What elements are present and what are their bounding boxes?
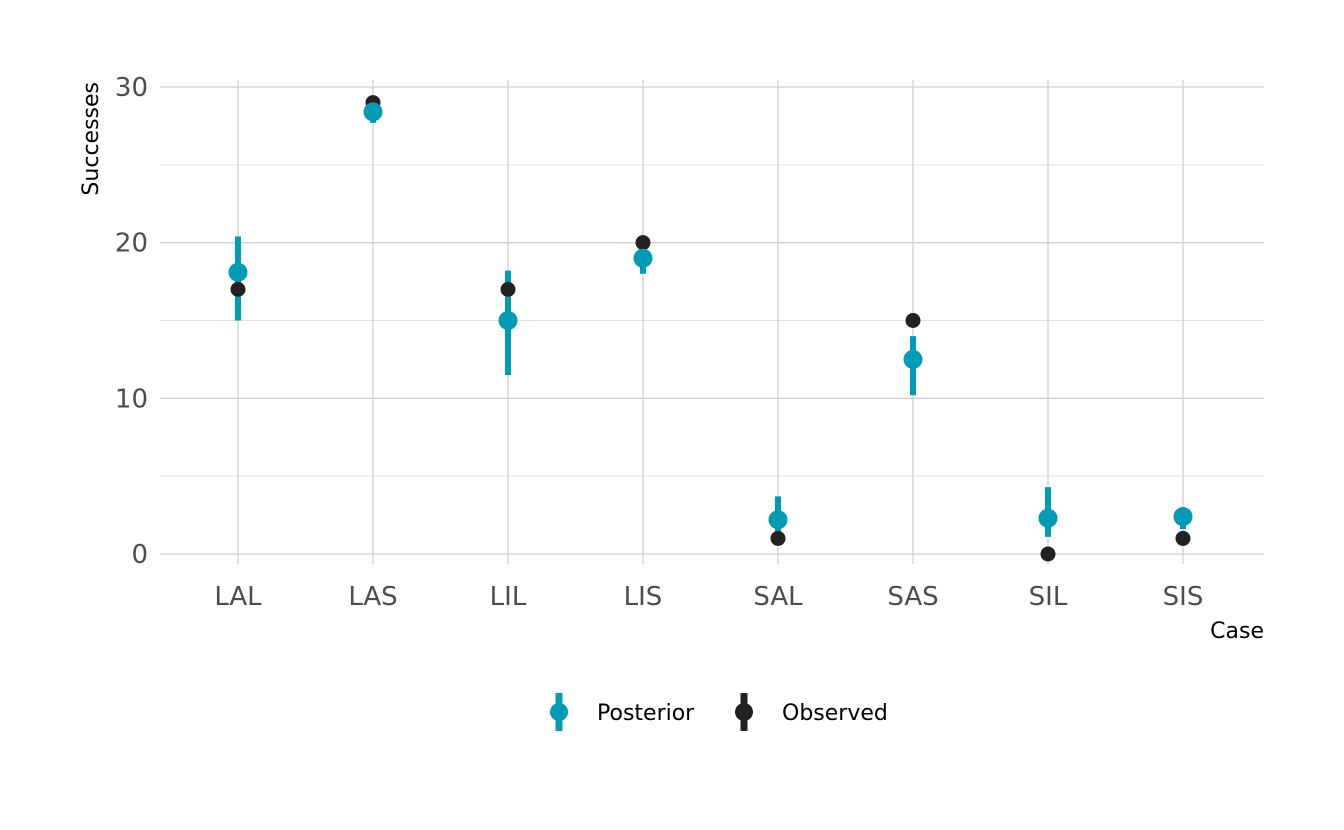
posterior-point bbox=[498, 311, 518, 330]
observed-point bbox=[905, 313, 921, 328]
x-tick-label: SAS bbox=[887, 582, 938, 612]
legend-posterior-label: Posterior bbox=[597, 701, 695, 726]
y-tick-label: 30 bbox=[115, 73, 148, 103]
x-axis-title: Case bbox=[1210, 619, 1264, 644]
legend-observed-label: Observed bbox=[782, 701, 888, 726]
legend-posterior-point bbox=[550, 703, 568, 721]
posterior-point bbox=[633, 248, 653, 268]
posterior-point bbox=[768, 510, 788, 530]
x-tick-label: LIS bbox=[624, 582, 663, 612]
y-tick-label: 0 bbox=[131, 540, 148, 570]
y-axis-title: Successes bbox=[79, 82, 104, 196]
posterior-point bbox=[363, 102, 383, 122]
legend-observed-point bbox=[735, 703, 753, 721]
legend-item-observed: Observed bbox=[735, 693, 888, 731]
posterior-point bbox=[228, 262, 248, 282]
x-tick-label: SIS bbox=[1163, 582, 1204, 612]
data-points bbox=[228, 95, 1193, 562]
x-tick-label: LAL bbox=[214, 582, 262, 612]
x-axis-ticks: LAL LAS LIL LIS SAL SAS SIL SIS bbox=[214, 582, 1203, 612]
observed-point bbox=[770, 530, 786, 546]
y-tick-label: 10 bbox=[115, 384, 148, 414]
observed-point bbox=[1175, 530, 1191, 546]
y-axis-ticks: 0 10 20 30 bbox=[115, 73, 148, 570]
x-tick-label: SAL bbox=[753, 582, 803, 612]
observed-point bbox=[1040, 546, 1056, 562]
x-tick-label: SIL bbox=[1029, 582, 1068, 612]
observed-point bbox=[635, 235, 651, 251]
posterior-point bbox=[903, 349, 923, 369]
x-tick-label: LIL bbox=[490, 582, 527, 612]
observed-point bbox=[230, 281, 246, 297]
posterior-intervals bbox=[235, 102, 1186, 545]
legend-item-posterior: Posterior bbox=[550, 693, 695, 731]
grid bbox=[160, 80, 1264, 564]
observed-point bbox=[500, 281, 516, 297]
posterior-point bbox=[1173, 507, 1193, 527]
posterior-point bbox=[1038, 508, 1058, 528]
y-tick-label: 20 bbox=[115, 229, 148, 259]
legend: Posterior Observed bbox=[550, 693, 888, 731]
x-tick-label: LAS bbox=[348, 582, 397, 612]
